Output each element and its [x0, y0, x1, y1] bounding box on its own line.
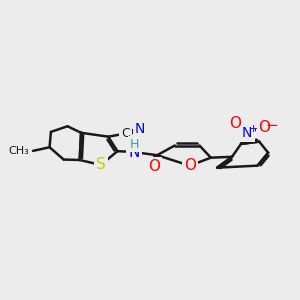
Text: O: O	[148, 159, 160, 174]
Text: +: +	[249, 124, 259, 134]
Text: O: O	[258, 120, 270, 135]
Text: O: O	[229, 116, 241, 130]
Text: S: S	[96, 158, 106, 172]
Text: CH₃: CH₃	[8, 146, 29, 156]
Text: N: N	[242, 126, 252, 140]
Text: N: N	[128, 145, 140, 160]
Text: H: H	[129, 138, 139, 151]
Text: O: O	[184, 158, 196, 173]
Text: −: −	[266, 118, 278, 133]
Text: C: C	[122, 127, 130, 140]
Text: N: N	[135, 122, 145, 136]
